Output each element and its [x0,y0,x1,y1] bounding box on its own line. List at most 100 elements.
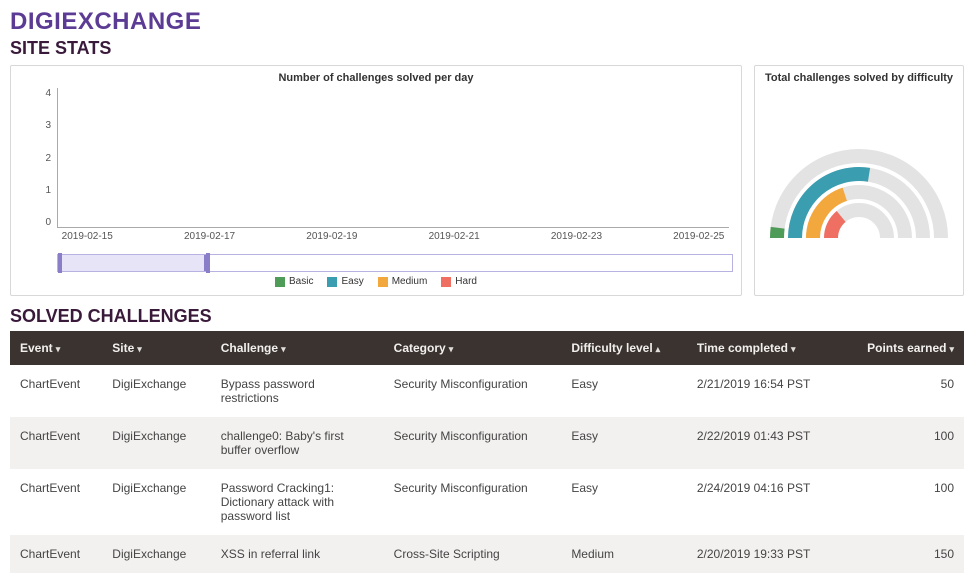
table-row[interactable]: ChartEventDigiExchangePassword Cracking1… [10,469,964,535]
cell-event: ChartEvent [10,365,102,417]
cell-category: Security Misconfiguration [384,365,562,417]
table-row[interactable]: ChartEventDigiExchangechallenge0: Baby's… [10,417,964,469]
sort-desc-icon: ▾ [137,344,142,355]
cell-category: Security Misconfiguration [384,417,562,469]
cell-difficulty: Easy [561,417,687,469]
arc-chart-title: Total challenges solved by difficulty [763,72,955,84]
col-label: Difficulty level [571,341,652,355]
brand-title: DIGIEXCHANGE [10,8,964,36]
scrollbar-fill [58,255,206,271]
bar-chart-title: Number of challenges solved per day [19,72,733,84]
col-points[interactable]: Points earned▾ [841,331,964,365]
cell-points: 100 [841,417,964,469]
cell-time: 2/24/2019 04:16 PST [687,469,841,535]
cell-event: ChartEvent [10,469,102,535]
cell-category: Security Misconfiguration [384,469,562,535]
bar-chart-panel: Number of challenges solved per day 4 3 2 1… [10,65,742,296]
sort-desc-icon: ▾ [281,344,286,355]
table-header-row: Event▾Site▾Challenge▾Category▾Difficulty… [10,331,964,365]
cell-points: 150 [841,535,964,573]
col-label: Challenge [221,341,278,355]
x-tick: 2019-02-17 [184,231,235,242]
plot-area [57,88,729,228]
legend-item-basic[interactable]: Basic [275,276,313,287]
col-label: Points earned [867,341,946,355]
x-axis: 2019-02-15 2019-02-17 2019-02-19 2019-02-21… [57,228,729,248]
cell-site: DigiExchange [102,417,210,469]
sort-desc-icon: ▾ [949,344,954,355]
col-label: Category [394,341,446,355]
table-row[interactable]: ChartEventDigiExchangeBypass password re… [10,365,964,417]
sort-desc-icon: ▾ [791,344,796,355]
arc-chart [764,88,954,258]
y-tick: 0 [19,217,51,228]
arc-chart-panel: Total challenges solved by difficulty [754,65,964,296]
time-scrollbar[interactable] [57,254,733,272]
col-time[interactable]: Time completed▾ [687,331,841,365]
cell-category: Cross-Site Scripting [384,535,562,573]
sort-desc-icon: ▾ [56,344,61,355]
cell-difficulty: Easy [561,365,687,417]
legend-label: Easy [341,276,363,287]
cell-points: 100 [841,469,964,535]
swatch-icon [441,277,451,287]
bar-chart-legend: Basic Easy Medium Hard [19,276,733,287]
arc-value-hard[interactable] [831,216,841,238]
col-event[interactable]: Event▾ [10,331,102,365]
legend-item-easy[interactable]: Easy [327,276,363,287]
sort-asc-icon: ▴ [656,344,661,355]
cell-time: 2/21/2019 16:54 PST [687,365,841,417]
bar-chart: 43210 2019-02-152019-02-172019-02-192019… [19,88,733,248]
arc-value-basic[interactable] [777,228,778,238]
cell-event: ChartEvent [10,535,102,573]
cell-challenge: challenge0: Baby's first buffer overflow [211,417,384,469]
cell-difficulty: Medium [561,535,687,573]
y-axis: 4 3 2 1 0 [19,88,57,228]
col-label: Time completed [697,341,788,355]
cell-difficulty: Easy [561,469,687,535]
x-tick: 2019-02-25 [673,231,724,242]
solved-challenges-table: Event▾Site▾Challenge▾Category▾Difficulty… [10,331,964,573]
col-difficulty[interactable]: Difficulty level ▴ [561,331,687,365]
col-site[interactable]: Site▾ [102,331,210,365]
solved-challenges-title: SOLVED CHALLENGES [10,306,964,327]
cell-challenge: Password Cracking1: Dictionary attack wi… [211,469,384,535]
legend-label: Medium [392,276,428,287]
y-tick: 2 [19,153,51,164]
site-stats-title: SITE STATS [10,38,964,59]
swatch-icon [378,277,388,287]
y-tick: 3 [19,120,51,131]
cell-time: 2/22/2019 01:43 PST [687,417,841,469]
legend-label: Hard [455,276,477,287]
legend-item-medium[interactable]: Medium [378,276,428,287]
cell-site: DigiExchange [102,469,210,535]
col-challenge[interactable]: Challenge▾ [211,331,384,365]
y-tick: 4 [19,88,51,99]
cell-event: ChartEvent [10,417,102,469]
col-label: Site [112,341,134,355]
table-body: ChartEventDigiExchangeBypass password re… [10,365,964,573]
x-tick: 2019-02-23 [551,231,602,242]
table-row[interactable]: ChartEventDigiExchangeXSS in referral li… [10,535,964,573]
cell-time: 2/20/2019 19:33 PST [687,535,841,573]
cell-points: 50 [841,365,964,417]
x-tick: 2019-02-19 [306,231,357,242]
swatch-icon [327,277,337,287]
bars-container [58,88,729,227]
legend-item-hard[interactable]: Hard [441,276,477,287]
x-tick: 2019-02-15 [62,231,113,242]
scrollbar-handle-right[interactable] [206,253,210,273]
col-label: Event [20,341,53,355]
cell-site: DigiExchange [102,365,210,417]
sort-desc-icon: ▾ [449,344,454,355]
legend-label: Basic [289,276,313,287]
cell-challenge: XSS in referral link [211,535,384,573]
scrollbar-handle-left[interactable] [58,253,62,273]
y-tick: 1 [19,185,51,196]
cell-challenge: Bypass password restrictions [211,365,384,417]
col-category[interactable]: Category▾ [384,331,562,365]
x-tick: 2019-02-21 [429,231,480,242]
swatch-icon [275,277,285,287]
stats-panels: Number of challenges solved per day 4 3 2 1… [10,65,964,296]
cell-site: DigiExchange [102,535,210,573]
